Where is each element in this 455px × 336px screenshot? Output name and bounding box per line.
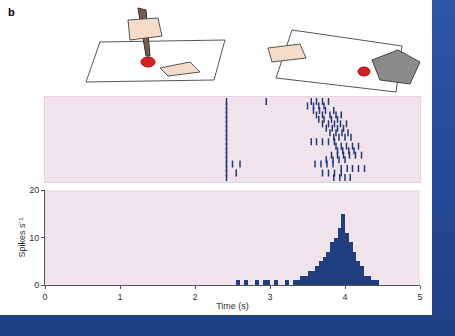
svg-text:10: 10 bbox=[29, 233, 39, 243]
svg-text:1: 1 bbox=[117, 292, 122, 302]
svg-text:3: 3 bbox=[267, 292, 272, 302]
svg-text:0: 0 bbox=[42, 292, 47, 302]
svg-text:5: 5 bbox=[417, 292, 422, 302]
svg-text:20: 20 bbox=[29, 185, 39, 195]
svg-text:0: 0 bbox=[34, 280, 39, 290]
svg-text:Spikes s⁻¹: Spikes s⁻¹ bbox=[17, 217, 27, 257]
svg-text:4: 4 bbox=[342, 292, 347, 302]
svg-text:Time (s): Time (s) bbox=[216, 301, 249, 311]
svg-text:2: 2 bbox=[192, 292, 197, 302]
svg-text:b: b bbox=[8, 6, 15, 18]
